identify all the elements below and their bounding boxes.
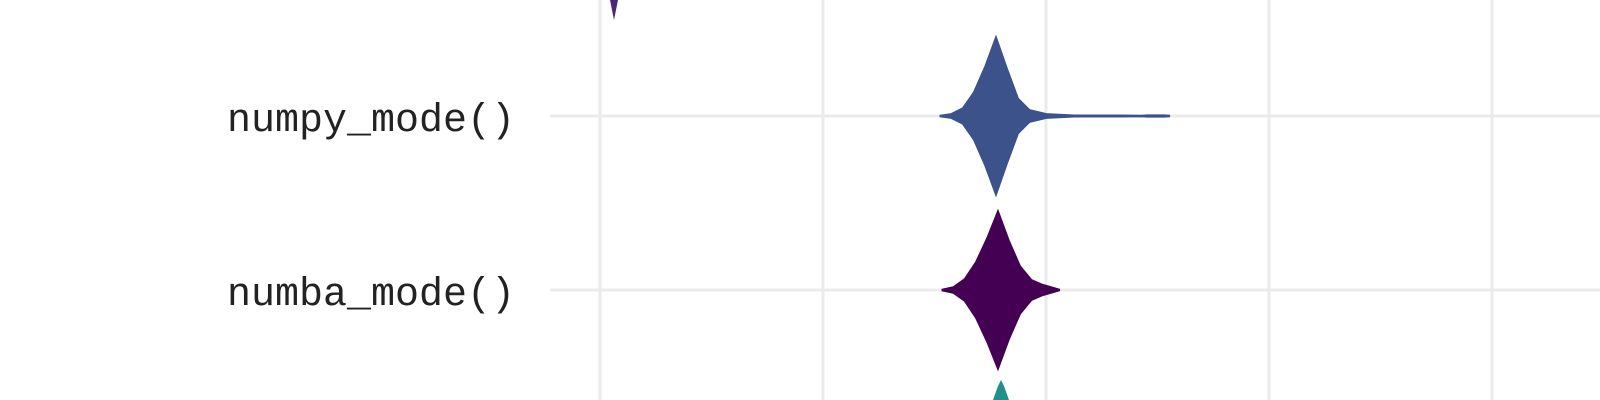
- tick-label-numpy-mode: numpy_mode(): [227, 99, 515, 144]
- violin-clipped-bottom: [993, 380, 1009, 400]
- violin-numpy-mode: [939, 34, 1171, 198]
- tick-label-numba-mode: numba_mode(): [227, 273, 515, 318]
- y-axis-tick-labels: numpy_mode() numba_mode(): [227, 99, 515, 318]
- violin-clipped-top: [610, 0, 618, 20]
- violins: [610, 0, 1171, 400]
- violin-numba-mode: [941, 208, 1061, 372]
- grid: [550, 0, 1600, 400]
